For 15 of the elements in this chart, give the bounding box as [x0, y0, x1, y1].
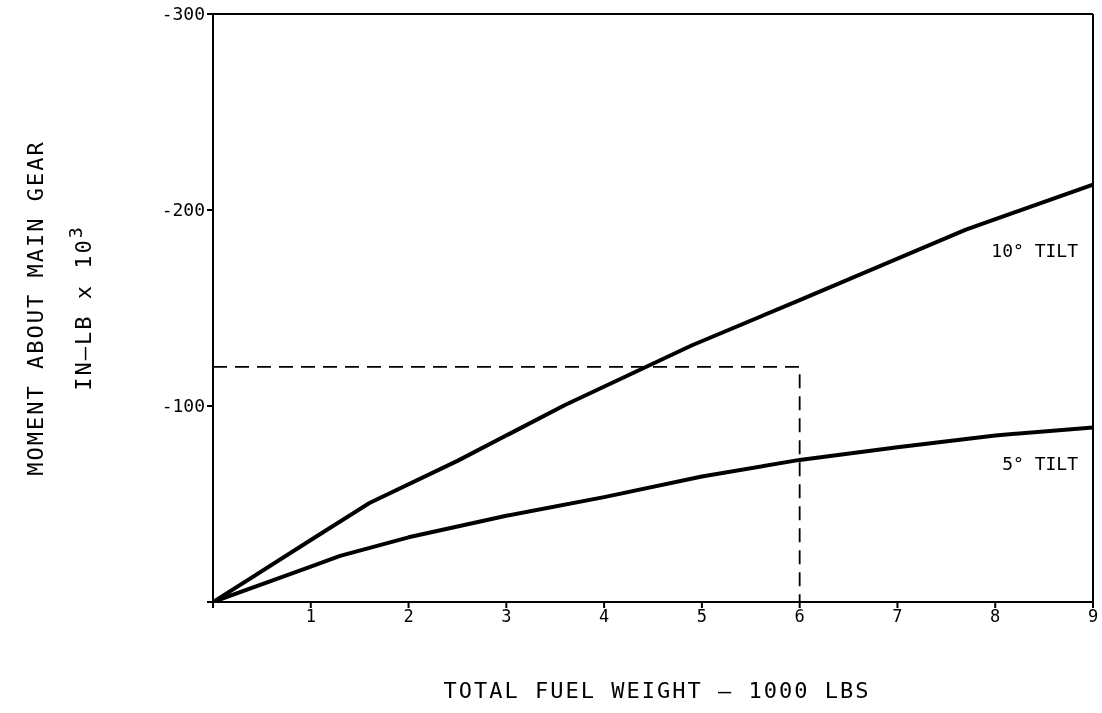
x-tick-label: 6: [794, 606, 805, 627]
series-label: 10° TILT: [991, 239, 1079, 261]
x-axis-title: TOTAL FUEL WEIGHT – 1000 LBS: [442, 678, 872, 703]
x-tick-label: 5: [696, 606, 708, 627]
x-tick-label: 8: [990, 606, 1001, 627]
y-tick-label: -200: [161, 199, 205, 221]
x-tick-label: 2: [403, 606, 414, 627]
y-tick-label: -100: [161, 395, 205, 417]
y-tick-label: -300: [161, 3, 205, 25]
x-tick-label: 3: [501, 606, 512, 627]
x-tick-label: 7: [892, 606, 903, 627]
series-label: 5° TILT: [1002, 452, 1079, 474]
x-tick-label: 9: [1087, 606, 1099, 627]
x-tick-label: 1: [305, 606, 316, 627]
x-tick-label: 4: [598, 606, 610, 627]
